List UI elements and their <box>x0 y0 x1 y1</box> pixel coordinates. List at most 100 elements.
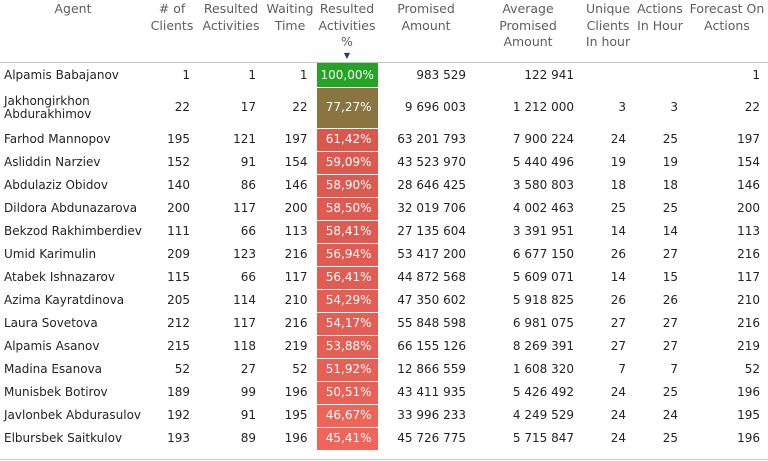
cell-avg-promised-amount: 4 002 463 <box>474 197 582 221</box>
cell-promised-amount: 45 726 775 <box>378 427 474 451</box>
sort-descending-icon[interactable]: ▼ <box>343 51 351 60</box>
cell-agent: Dildora Abdunazarova <box>0 197 146 221</box>
cell-resulted-activities: 86 <box>198 174 264 198</box>
cell-unique-clients: 24 <box>582 404 634 428</box>
cell-waiting-time: 154 <box>264 151 316 175</box>
cell-avg-promised-amount: 122 941 <box>474 62 582 88</box>
cell-forecast: 113 <box>686 220 768 244</box>
cell-forecast: 154 <box>686 151 768 175</box>
cell-promised-amount: 43 523 970 <box>378 151 474 175</box>
cell-resulted-pct: 77,27% <box>315 87 379 129</box>
header-clients[interactable]: # of Clients <box>146 0 198 63</box>
cell-waiting-time: 195 <box>264 404 316 428</box>
table-row[interactable]: Azima Kayratdinova 205 114 210 54,29% 47 350 … <box>0 289 768 313</box>
header-forecast[interactable]: Forecast On Actions <box>686 0 768 63</box>
cell-clients: 192 <box>146 404 198 428</box>
cell-resulted-activities: 123 <box>198 243 264 267</box>
cell-unique-clients: 26 <box>582 243 634 267</box>
header-row: Agent # of Clients Resulted Activities W… <box>0 0 768 63</box>
header-promised-amount[interactable]: Promised Amount <box>378 0 474 63</box>
cell-actions-in-hour: 19 <box>634 151 686 175</box>
table-row[interactable]: Jakhongirkhon Abdurakhimov 22 17 22 77,27% 9 … <box>0 87 768 129</box>
header-avg-promised-amount[interactable]: Average Promised Amount <box>474 0 582 63</box>
cell-agent: Madina Esanova <box>0 358 146 382</box>
cell-actions-in-hour: 27 <box>634 243 686 267</box>
cell-forecast: 197 <box>686 128 768 152</box>
cell-avg-promised-amount: 7 900 224 <box>474 128 582 152</box>
cell-clients: 111 <box>146 220 198 244</box>
table-body: Alpamis Babajanov 1 1 1 100,00% 983 529 122 94… <box>0 62 768 451</box>
cell-agent: Farhod Mannopov <box>0 128 146 152</box>
table-row[interactable]: Farhod Mannopov 195 121 197 61,42% 63 201 793… <box>0 128 768 152</box>
table-row[interactable]: Alpamis Asanov 215 118 219 53,88% 66 155 126 8… <box>0 335 768 359</box>
cell-unique-clients: 3 <box>582 87 634 129</box>
header-waiting-time[interactable]: Waiting Time <box>264 0 316 63</box>
cell-forecast: 1 <box>686 62 768 88</box>
table-row[interactable]: Bekzod Rakhimberdiev 111 66 113 58,41% 27 135… <box>0 220 768 244</box>
cell-resulted-pct: 58,50% <box>315 197 379 221</box>
cell-avg-promised-amount: 3 580 803 <box>474 174 582 198</box>
table-row[interactable]: Munisbek Botirov 189 99 196 50,51% 43 411 935… <box>0 381 768 405</box>
cell-actions-in-hour <box>634 62 686 88</box>
header-resulted-activities[interactable]: Resulted Activities <box>198 0 264 63</box>
cell-forecast: 146 <box>686 174 768 198</box>
cell-unique-clients: 24 <box>582 381 634 405</box>
table-row[interactable]: Javlonbek Abdurasulov 192 91 195 46,67% 33 99… <box>0 404 768 428</box>
cell-resulted-activities: 118 <box>198 335 264 359</box>
agent-performance-table: Agent # of Clients Resulted Activities W… <box>0 0 768 451</box>
cell-agent: Bekzod Rakhimberdiev <box>0 220 146 244</box>
table-row[interactable]: Asliddin Narziev 152 91 154 59,09% 43 523 970… <box>0 151 768 175</box>
cell-resulted-pct: 56,94% <box>315 243 379 267</box>
cell-agent: Munisbek Botirov <box>0 381 146 405</box>
cell-actions-in-hour: 25 <box>634 427 686 451</box>
header-resulted-pct-label: Resulted Activities % <box>318 1 376 49</box>
table-row[interactable]: Elbursbek Saitkulov 193 89 196 45,41% 45 726 … <box>0 427 768 451</box>
table-row[interactable]: Laura Sovetova 212 117 216 54,17% 55 848 598 6… <box>0 312 768 336</box>
cell-actions-in-hour: 7 <box>634 358 686 382</box>
cell-clients: 152 <box>146 151 198 175</box>
cell-unique-clients: 24 <box>582 128 634 152</box>
cell-resulted-activities: 1 <box>198 62 264 88</box>
cell-avg-promised-amount: 8 269 391 <box>474 335 582 359</box>
cell-forecast: 22 <box>686 87 768 129</box>
cell-clients: 200 <box>146 197 198 221</box>
cell-resulted-pct: 61,42% <box>315 128 379 152</box>
table-row[interactable]: Umid Karimulin 209 123 216 56,94% 53 417 200 6… <box>0 243 768 267</box>
cell-waiting-time: 197 <box>264 128 316 152</box>
cell-promised-amount: 63 201 793 <box>378 128 474 152</box>
cell-resulted-pct: 50,51% <box>315 381 379 405</box>
cell-agent: Laura Sovetova <box>0 312 146 336</box>
table-row[interactable]: Atabek Ishnazarov 115 66 117 56,41% 44 872 56… <box>0 266 768 290</box>
cell-resulted-pct: 45,41% <box>315 427 379 451</box>
cell-actions-in-hour: 24 <box>634 404 686 428</box>
table-row[interactable]: Alpamis Babajanov 1 1 1 100,00% 983 529 122 94… <box>0 62 768 88</box>
cell-promised-amount: 66 155 126 <box>378 335 474 359</box>
header-actions-in-hour[interactable]: Actions In Hour <box>634 0 686 63</box>
cell-actions-in-hour: 25 <box>634 197 686 221</box>
cell-actions-in-hour: 25 <box>634 128 686 152</box>
cell-waiting-time: 52 <box>264 358 316 382</box>
table-row[interactable]: Madina Esanova 52 27 52 51,92% 12 866 559 1 60… <box>0 358 768 382</box>
header-unique-clients[interactable]: Unique Clients In hour <box>582 0 634 63</box>
cell-forecast: 196 <box>686 427 768 451</box>
table-row[interactable]: Abdulaziz Obidov 140 86 146 58,90% 28 646 425… <box>0 174 768 198</box>
cell-waiting-time: 196 <box>264 427 316 451</box>
cell-waiting-time: 216 <box>264 312 316 336</box>
cell-avg-promised-amount: 5 715 847 <box>474 427 582 451</box>
cell-unique-clients: 7 <box>582 358 634 382</box>
cell-resulted-pct: 51,92% <box>315 358 379 382</box>
cell-actions-in-hour: 27 <box>634 335 686 359</box>
cell-forecast: 200 <box>686 197 768 221</box>
cell-forecast: 216 <box>686 312 768 336</box>
table-row[interactable]: Dildora Abdunazarova 200 117 200 58,50% 32 01… <box>0 197 768 221</box>
cell-resulted-activities: 89 <box>198 427 264 451</box>
cell-avg-promised-amount: 5 918 825 <box>474 289 582 313</box>
header-resulted-pct[interactable]: Resulted Activities % ▼ <box>316 0 378 63</box>
cell-promised-amount: 12 866 559 <box>378 358 474 382</box>
cell-resulted-activities: 91 <box>198 404 264 428</box>
header-agent[interactable]: Agent <box>0 0 146 63</box>
cell-promised-amount: 28 646 425 <box>378 174 474 198</box>
cell-waiting-time: 219 <box>264 335 316 359</box>
cell-resulted-activities: 27 <box>198 358 264 382</box>
cell-forecast: 196 <box>686 381 768 405</box>
